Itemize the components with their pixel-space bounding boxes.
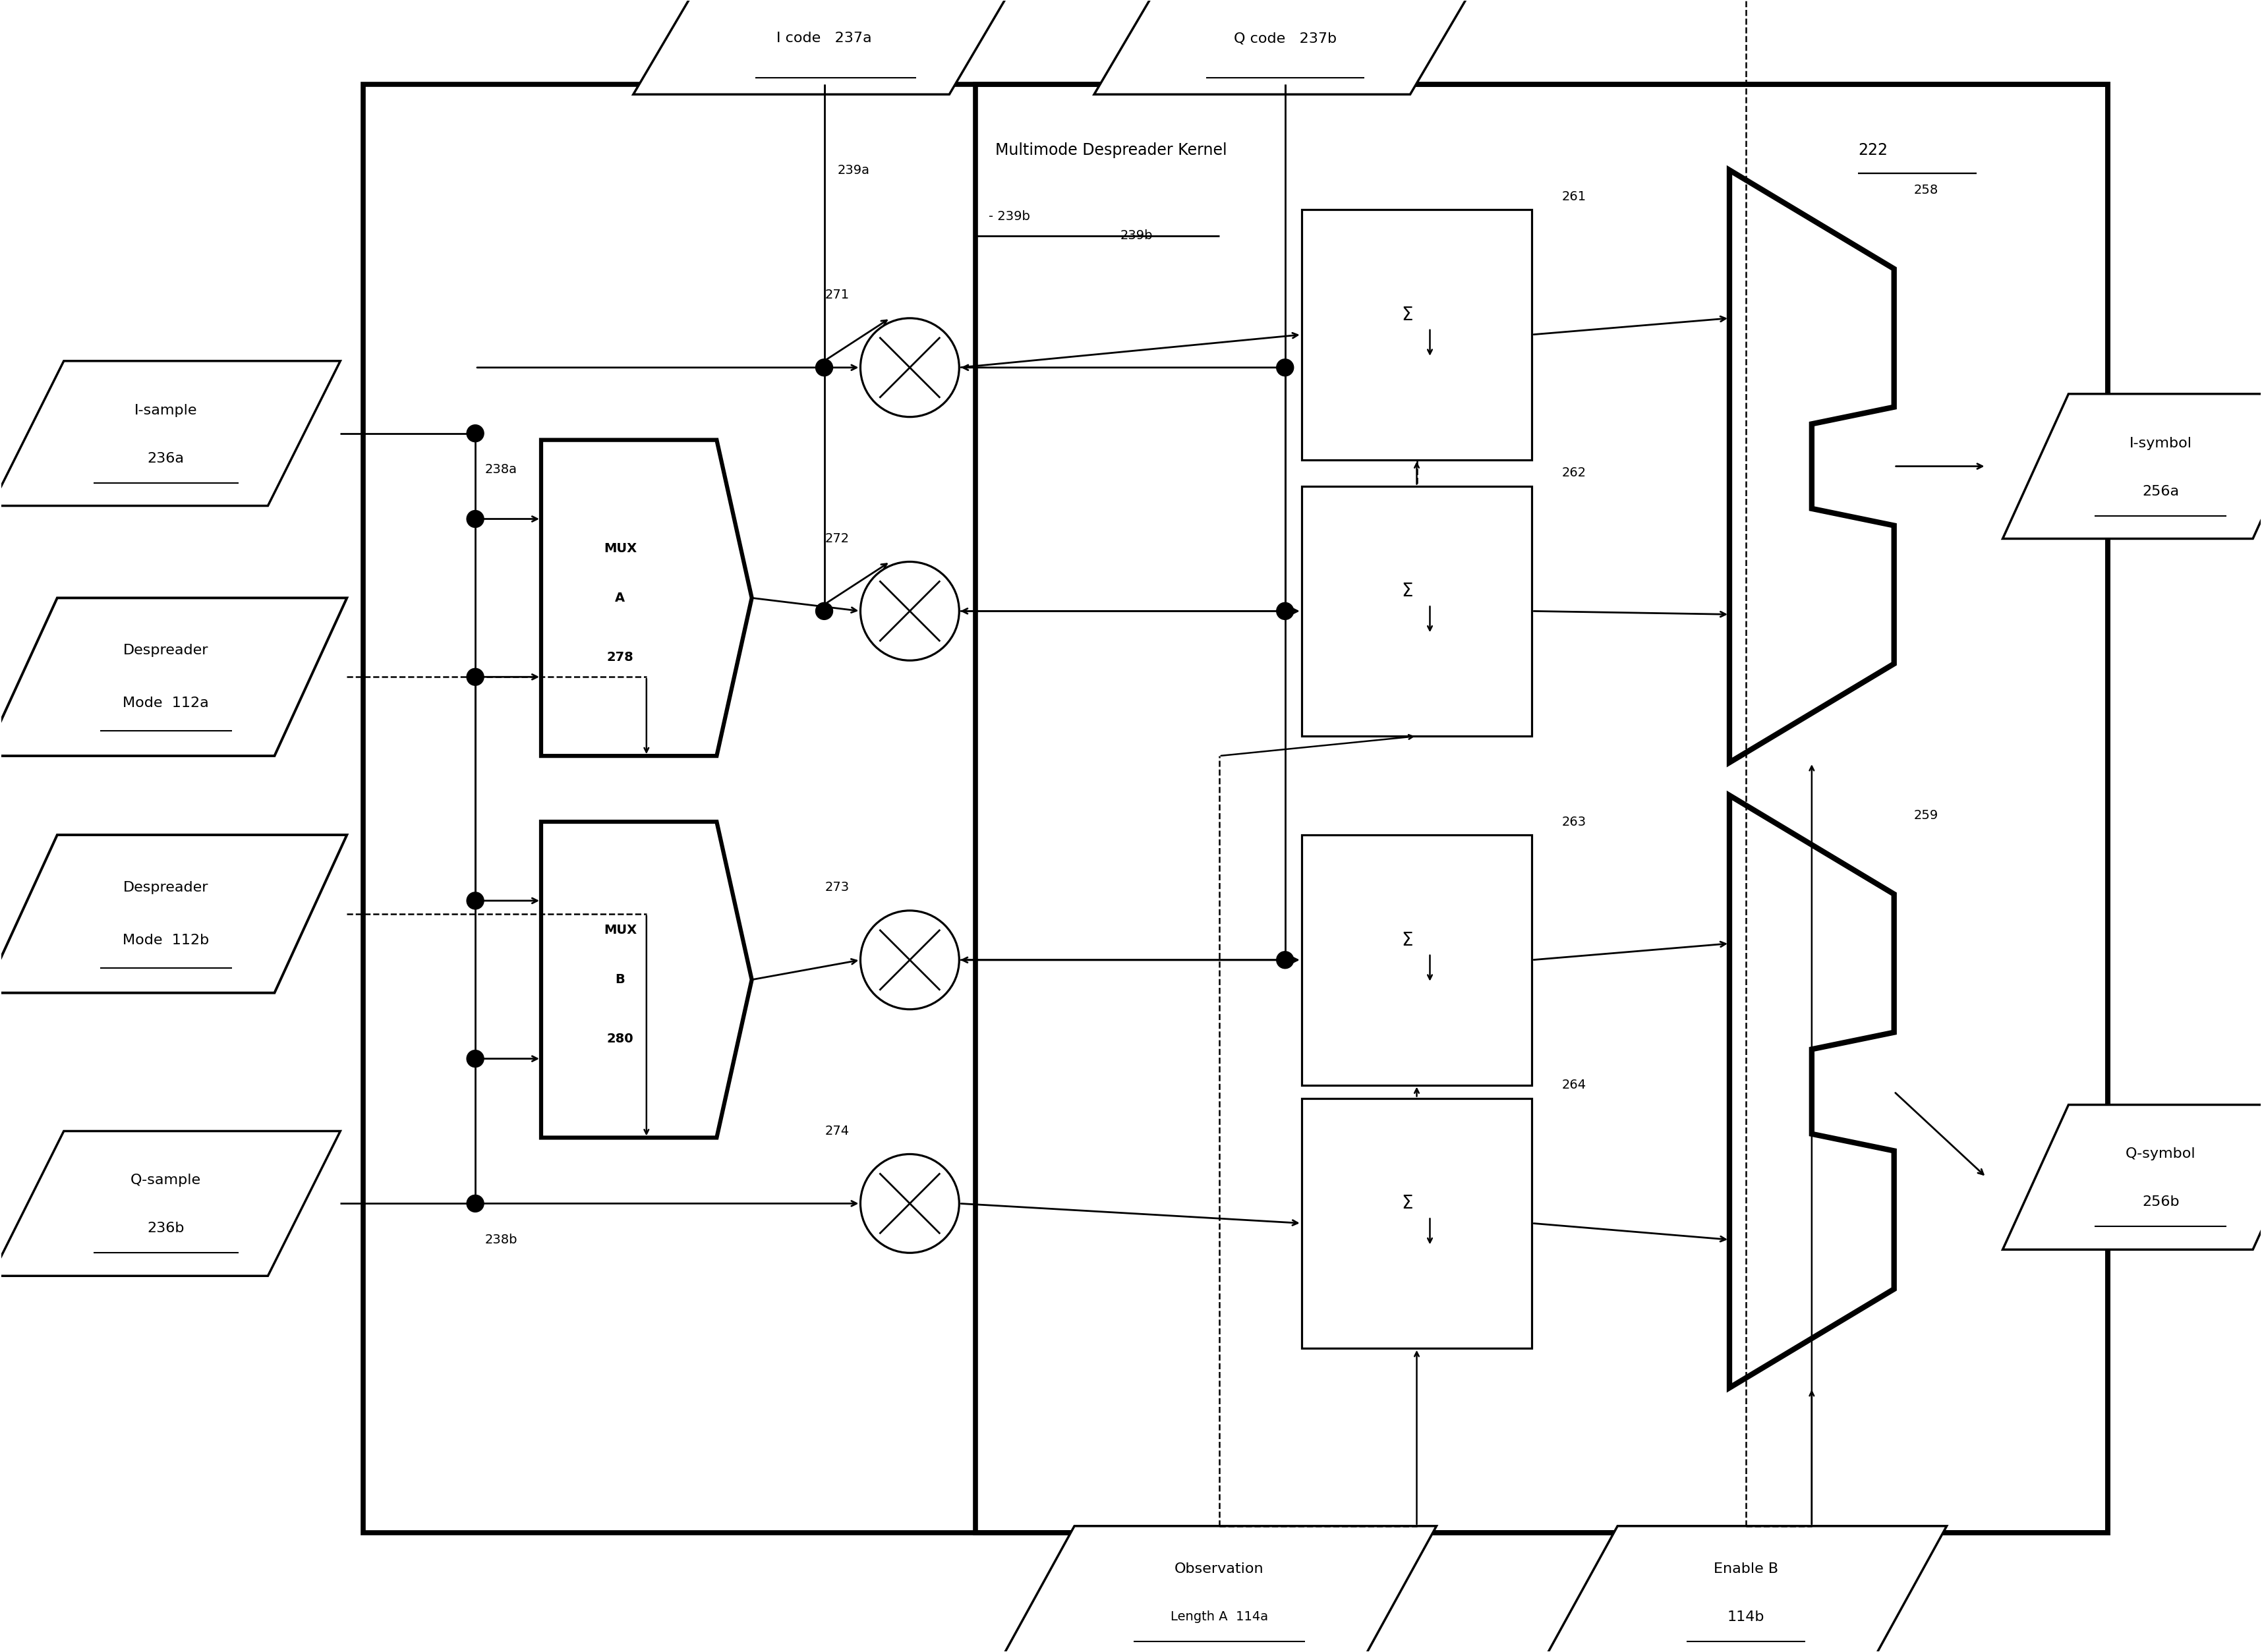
Circle shape [466,1194,484,1213]
Circle shape [1276,603,1294,620]
Text: I-symbol: I-symbol [2129,436,2192,449]
Polygon shape [0,834,346,993]
Circle shape [860,910,959,1009]
Text: $\Sigma$: $\Sigma$ [1400,582,1414,601]
Bar [975,84,2108,1533]
Text: Length A  114a: Length A 114a [1169,1611,1269,1624]
Text: Q-sample: Q-sample [131,1175,201,1188]
Text: 114b: 114b [1728,1611,1764,1624]
Text: 236a: 236a [147,451,183,464]
Circle shape [466,1051,484,1067]
Text: 236b: 236b [147,1222,185,1236]
Text: 239a: 239a [837,164,869,177]
Text: 256a: 256a [2142,484,2178,497]
Text: Q-symbol: Q-symbol [2126,1148,2196,1161]
Text: 278: 278 [606,651,633,664]
Circle shape [817,603,832,620]
Text: 264: 264 [1561,1079,1586,1092]
Text: $\Sigma$: $\Sigma$ [1400,932,1414,950]
Polygon shape [0,362,339,506]
Circle shape [466,892,484,909]
Text: Mode  112a: Mode 112a [122,697,208,710]
Text: $\Sigma$: $\Sigma$ [1400,306,1414,324]
Polygon shape [1730,170,1893,763]
Text: MUX: MUX [604,542,636,555]
Text: I code   237a: I code 237a [776,31,871,45]
Text: 262: 262 [1561,466,1586,479]
Text: Mode  112b: Mode 112b [122,933,208,947]
Text: 263: 263 [1561,816,1586,828]
Polygon shape [541,821,751,1138]
Polygon shape [2002,393,2262,539]
Polygon shape [1002,1526,1436,1652]
Polygon shape [633,0,1016,94]
Text: Q code   237b: Q code 237b [1233,31,1337,45]
Circle shape [860,562,959,661]
Bar [1301,1099,1531,1348]
Text: Enable B: Enable B [1715,1563,1778,1576]
Circle shape [1276,952,1294,968]
Bar [1301,834,1531,1085]
Circle shape [860,1155,959,1252]
Polygon shape [1545,1526,1948,1652]
Text: 261: 261 [1561,190,1586,203]
Polygon shape [1095,0,1477,94]
Text: 239b: 239b [1120,230,1154,243]
Circle shape [466,669,484,686]
Polygon shape [2002,1105,2262,1249]
Text: Despreader: Despreader [122,644,208,657]
Polygon shape [0,598,346,757]
Text: 273: 273 [826,881,851,894]
Text: Multimode Despreader Kernel: Multimode Despreader Kernel [995,142,1226,159]
Circle shape [860,319,959,416]
Circle shape [466,425,484,443]
Text: Despreader: Despreader [122,881,208,894]
Polygon shape [1730,795,1893,1388]
Text: 271: 271 [826,289,851,301]
Circle shape [466,510,484,527]
Text: I-sample: I-sample [133,403,197,416]
Text: B: B [615,973,624,986]
Bar [1301,210,1531,459]
Text: 280: 280 [606,1032,633,1046]
Text: A: A [615,591,624,605]
Text: 258: 258 [1914,183,1939,197]
Circle shape [817,358,832,377]
Text: MUX: MUX [604,923,636,937]
Text: 274: 274 [826,1125,851,1137]
Text: - 239b: - 239b [988,210,1029,223]
Polygon shape [541,439,751,757]
Text: Observation: Observation [1174,1563,1264,1576]
Circle shape [1276,358,1294,377]
Bar [1301,486,1531,737]
Text: 238a: 238a [484,463,518,476]
Text: 238b: 238b [484,1234,518,1246]
Text: 222: 222 [1857,142,1887,159]
Text: 256b: 256b [2142,1196,2178,1209]
Polygon shape [0,1132,339,1275]
Bar [364,84,2108,1533]
Text: 259: 259 [1914,809,1939,821]
Text: $\Sigma$: $\Sigma$ [1400,1194,1414,1213]
Text: 272: 272 [826,532,851,545]
